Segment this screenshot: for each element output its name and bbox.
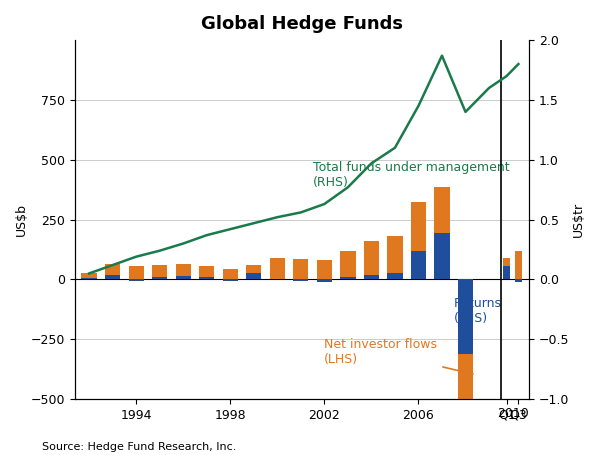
Bar — [176, 264, 191, 276]
Bar — [223, 279, 238, 281]
Text: Total funds under management
(RHS): Total funds under management (RHS) — [313, 161, 509, 189]
Bar — [246, 273, 262, 279]
Bar — [434, 233, 449, 279]
Text: Returns
(LHS): Returns (LHS) — [454, 298, 502, 325]
Bar — [152, 277, 167, 279]
Bar — [503, 266, 510, 279]
Bar — [199, 277, 214, 279]
Bar — [269, 258, 285, 279]
Bar — [246, 265, 262, 273]
Bar — [199, 266, 214, 277]
Bar — [515, 251, 522, 279]
Y-axis label: US$b: US$b — [15, 203, 28, 236]
Bar — [152, 265, 167, 277]
Bar — [317, 279, 332, 282]
Bar — [364, 241, 379, 275]
Bar — [387, 273, 403, 279]
Bar — [364, 275, 379, 279]
Bar — [82, 273, 97, 278]
Text: 2010: 2010 — [497, 408, 529, 420]
Bar — [340, 277, 356, 279]
Bar — [434, 187, 449, 233]
Bar — [223, 268, 238, 279]
Bar — [293, 279, 308, 281]
Bar — [340, 251, 356, 277]
Bar — [105, 275, 120, 279]
Y-axis label: US$tr: US$tr — [572, 202, 585, 237]
Text: Net investor flows
(LHS): Net investor flows (LHS) — [325, 338, 473, 375]
Bar — [387, 236, 403, 273]
Bar — [128, 279, 144, 281]
Text: Source: Hedge Fund Research, Inc.: Source: Hedge Fund Research, Inc. — [42, 442, 236, 452]
Bar — [82, 278, 97, 279]
Bar — [458, 354, 473, 455]
Bar — [503, 258, 510, 266]
Bar — [411, 202, 426, 251]
Bar — [317, 260, 332, 279]
Bar — [293, 259, 308, 279]
Bar — [128, 266, 144, 279]
Bar — [105, 264, 120, 275]
Bar — [515, 279, 522, 282]
Bar — [176, 276, 191, 279]
Title: Global Hedge Funds: Global Hedge Funds — [201, 15, 403, 33]
Bar — [458, 279, 473, 354]
Bar — [411, 251, 426, 279]
